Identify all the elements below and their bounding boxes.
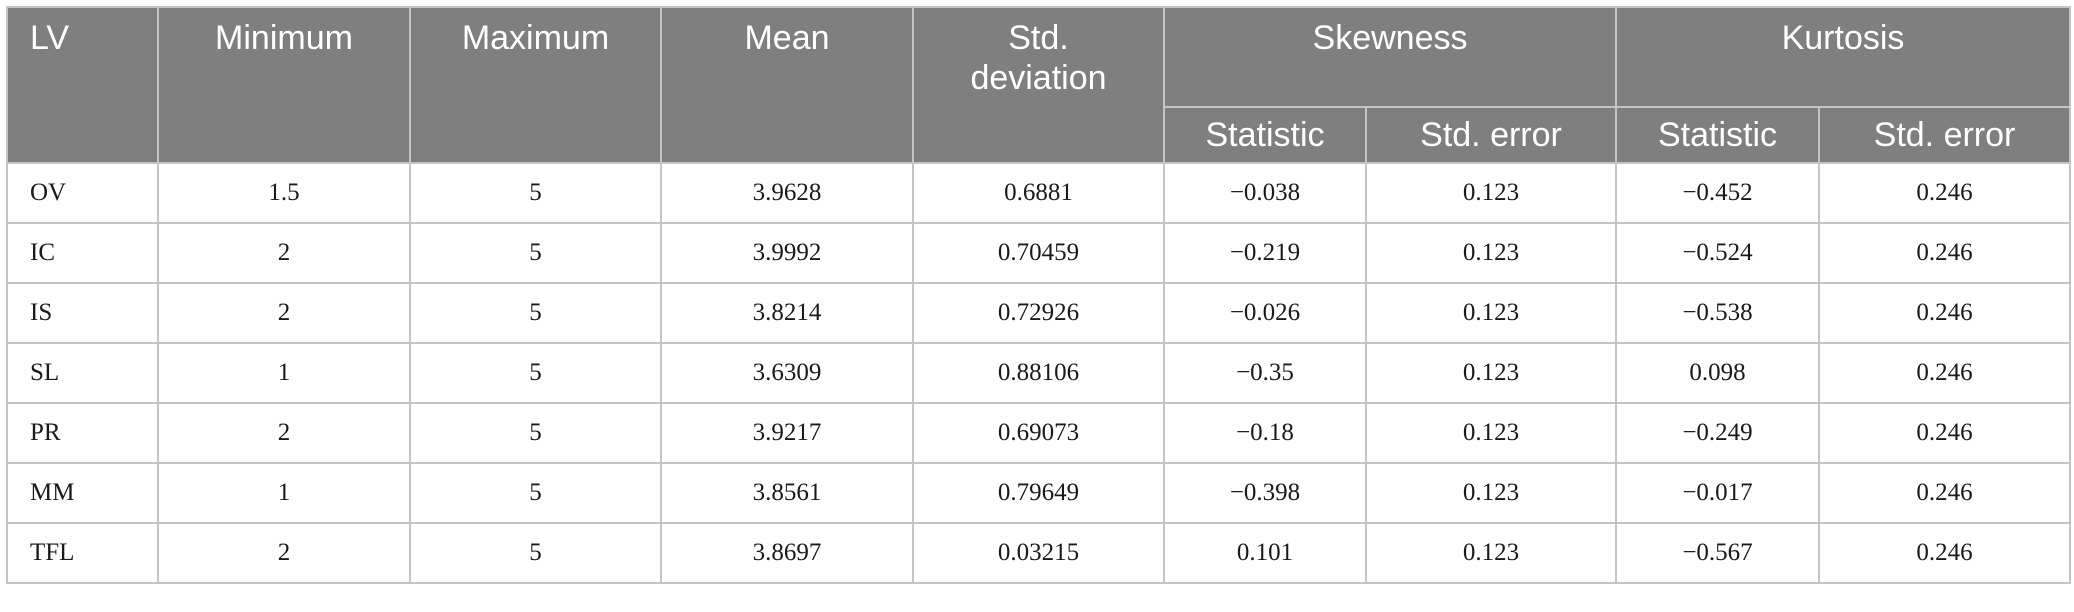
cell-kurtosis-std-error: 0.246 xyxy=(1817,222,2072,284)
cell-lv: TFL xyxy=(6,522,159,584)
cell-skewness-statistic: 0.101 xyxy=(1163,522,1367,584)
cell-mean: 3.8561 xyxy=(660,462,914,524)
cell-std-deviation: 0.72926 xyxy=(912,282,1165,344)
cell-maximum: 5 xyxy=(409,462,662,524)
cell-minimum: 2 xyxy=(157,222,411,284)
cell-skewness-statistic: −0.219 xyxy=(1163,222,1367,284)
cell-mean: 3.8697 xyxy=(660,522,914,584)
cell-minimum: 1 xyxy=(157,462,411,524)
cell-kurtosis-std-error: 0.246 xyxy=(1817,522,2072,584)
table-header: LV Minimum Maximum Mean Std. deviation Sk… xyxy=(6,6,2072,164)
table-row: OV 1.5 5 3.9628 0.6881 −0.038 0.123 −0.452 0.246 xyxy=(6,162,2072,224)
cell-kurtosis-statistic: −0.567 xyxy=(1615,522,1820,584)
cell-std-deviation: 0.88106 xyxy=(912,342,1165,404)
cell-std-deviation: 0.70459 xyxy=(912,222,1165,284)
cell-skewness-std-error: 0.123 xyxy=(1365,342,1617,404)
cell-lv: IS xyxy=(6,282,159,344)
header-skewness: Skewness xyxy=(1163,6,1617,108)
cell-std-deviation: 0.79649 xyxy=(912,462,1165,524)
header-kurtosis-statistic: Statistic xyxy=(1615,106,1820,164)
table-body: OV 1.5 5 3.9628 0.6881 −0.038 0.123 −0.452 0.246… xyxy=(6,162,2072,584)
header-std-line2: deviation xyxy=(970,59,1107,97)
cell-skewness-statistic: −0.398 xyxy=(1163,462,1367,524)
cell-minimum: 2 xyxy=(157,522,411,584)
header-kurtosis-std-error: Std. error xyxy=(1817,106,2072,164)
cell-kurtosis-std-error: 0.246 xyxy=(1817,162,2072,224)
header-mean: Mean xyxy=(660,6,914,164)
header-std-line1: Std. xyxy=(1008,19,1069,57)
cell-minimum: 1 xyxy=(157,342,411,404)
cell-kurtosis-statistic: 0.098 xyxy=(1615,342,1820,404)
header-skewness-std-error: Std. error xyxy=(1365,106,1617,164)
cell-skewness-std-error: 0.123 xyxy=(1365,162,1617,224)
cell-minimum: 2 xyxy=(157,402,411,464)
cell-maximum: 5 xyxy=(409,222,662,284)
table-row: PR 2 5 3.9217 0.69073 −0.18 0.123 −0.249 0.246 xyxy=(6,402,2072,464)
cell-skewness-std-error: 0.123 xyxy=(1365,282,1617,344)
cell-skewness-std-error: 0.123 xyxy=(1365,522,1617,584)
cell-kurtosis-statistic: −0.017 xyxy=(1615,462,1820,524)
cell-kurtosis-statistic: −0.524 xyxy=(1615,222,1820,284)
cell-mean: 3.9217 xyxy=(660,402,914,464)
cell-std-deviation: 0.69073 xyxy=(912,402,1165,464)
cell-kurtosis-std-error: 0.246 xyxy=(1817,342,2072,404)
cell-maximum: 5 xyxy=(409,522,662,584)
header-maximum: Maximum xyxy=(409,6,662,164)
table-row: IC 2 5 3.9992 0.70459 −0.219 0.123 −0.524 0.246 xyxy=(6,222,2072,284)
cell-lv: IC xyxy=(6,222,159,284)
cell-mean: 3.8214 xyxy=(660,282,914,344)
cell-maximum: 5 xyxy=(409,282,662,344)
table-row: SL 1 5 3.6309 0.88106 −0.35 0.123 0.098 0.246 xyxy=(6,342,2072,404)
header-minimum: Minimum xyxy=(157,6,411,164)
cell-minimum: 1.5 xyxy=(157,162,411,224)
table-row: TFL 2 5 3.8697 0.03215 0.101 0.123 −0.567 0.246 xyxy=(6,522,2072,584)
cell-std-deviation: 0.03215 xyxy=(912,522,1165,584)
header-std-deviation: Std. deviation xyxy=(912,6,1165,164)
cell-skewness-statistic: −0.038 xyxy=(1163,162,1367,224)
cell-skewness-statistic: −0.18 xyxy=(1163,402,1367,464)
cell-lv: MM xyxy=(6,462,159,524)
descriptive-statistics-table: LV Minimum Maximum Mean Std. deviation Sk… xyxy=(6,6,2072,584)
cell-mean: 3.6309 xyxy=(660,342,914,404)
cell-skewness-std-error: 0.123 xyxy=(1365,462,1617,524)
cell-kurtosis-statistic: −0.249 xyxy=(1615,402,1820,464)
cell-std-deviation: 0.6881 xyxy=(912,162,1165,224)
cell-maximum: 5 xyxy=(409,162,662,224)
cell-kurtosis-std-error: 0.246 xyxy=(1817,462,2072,524)
cell-skewness-statistic: −0.35 xyxy=(1163,342,1367,404)
cell-mean: 3.9628 xyxy=(660,162,914,224)
header-row-sub: Statistic Std. error Statistic Std. erro… xyxy=(7,106,2072,164)
header-row-top: LV Minimum Maximum Mean Std. deviation Sk… xyxy=(6,6,2072,164)
cell-kurtosis-std-error: 0.246 xyxy=(1817,402,2072,464)
cell-skewness-std-error: 0.123 xyxy=(1365,222,1617,284)
header-lv: LV xyxy=(6,6,159,164)
table-row: IS 2 5 3.8214 0.72926 −0.026 0.123 −0.538 0.246 xyxy=(6,282,2072,344)
cell-kurtosis-statistic: −0.538 xyxy=(1615,282,1820,344)
header-kurtosis: Kurtosis xyxy=(1614,6,2072,108)
cell-kurtosis-statistic: −0.452 xyxy=(1615,162,1820,224)
table-row: MM 1 5 3.8561 0.79649 −0.398 0.123 −0.017 0.246 xyxy=(6,462,2072,524)
header-skewness-statistic: Statistic xyxy=(1163,106,1367,164)
cell-maximum: 5 xyxy=(409,342,662,404)
cell-skewness-statistic: −0.026 xyxy=(1163,282,1367,344)
cell-kurtosis-std-error: 0.246 xyxy=(1817,282,2072,344)
cell-lv: PR xyxy=(6,402,159,464)
cell-minimum: 2 xyxy=(157,282,411,344)
cell-lv: OV xyxy=(6,162,159,224)
cell-mean: 3.9992 xyxy=(660,222,914,284)
cell-skewness-std-error: 0.123 xyxy=(1365,402,1617,464)
cell-maximum: 5 xyxy=(409,402,662,464)
cell-lv: SL xyxy=(6,342,159,404)
